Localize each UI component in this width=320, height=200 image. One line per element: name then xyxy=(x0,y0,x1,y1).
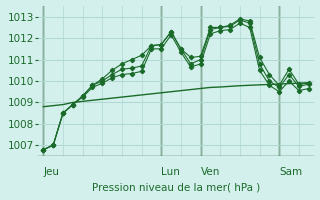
Text: Pression niveau de la mer( hPa ): Pression niveau de la mer( hPa ) xyxy=(92,183,260,193)
Text: Ven: Ven xyxy=(201,167,220,177)
Text: Sam: Sam xyxy=(279,167,302,177)
Text: Jeu: Jeu xyxy=(43,167,59,177)
Text: Lun: Lun xyxy=(161,167,180,177)
